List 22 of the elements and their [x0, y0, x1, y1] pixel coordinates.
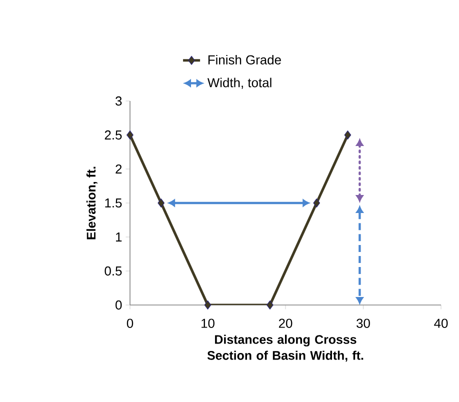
y-tick-label: 1	[116, 232, 122, 242]
y-tick-label: 2	[116, 164, 122, 174]
point	[204, 300, 212, 310]
point	[158, 198, 165, 208]
point	[126, 130, 134, 140]
x-tick-label: 30	[356, 318, 370, 328]
point	[344, 130, 352, 140]
y-tick-label: 2.5	[104, 130, 122, 140]
point	[313, 198, 320, 208]
legend-label: Width, total	[207, 78, 272, 89]
y-tick-label: 0	[116, 300, 122, 310]
legend-label: Finish Grade	[208, 54, 281, 64]
x-axis-title: Distances along Crosss Section of Basin Width, ft.	[207, 334, 364, 362]
point	[266, 300, 274, 310]
x-tick-label: 20	[278, 318, 292, 328]
x-tick-label: 40	[434, 318, 448, 328]
y-tick-label: 0.5	[104, 266, 122, 276]
y-axis-title: Elevation, ft.	[86, 166, 98, 240]
y-tick-label: 1.5	[105, 198, 122, 208]
y-tick-label: 3	[116, 96, 122, 106]
x-tick-label: 10	[202, 318, 214, 328]
x-tick-label: 0	[126, 318, 134, 328]
